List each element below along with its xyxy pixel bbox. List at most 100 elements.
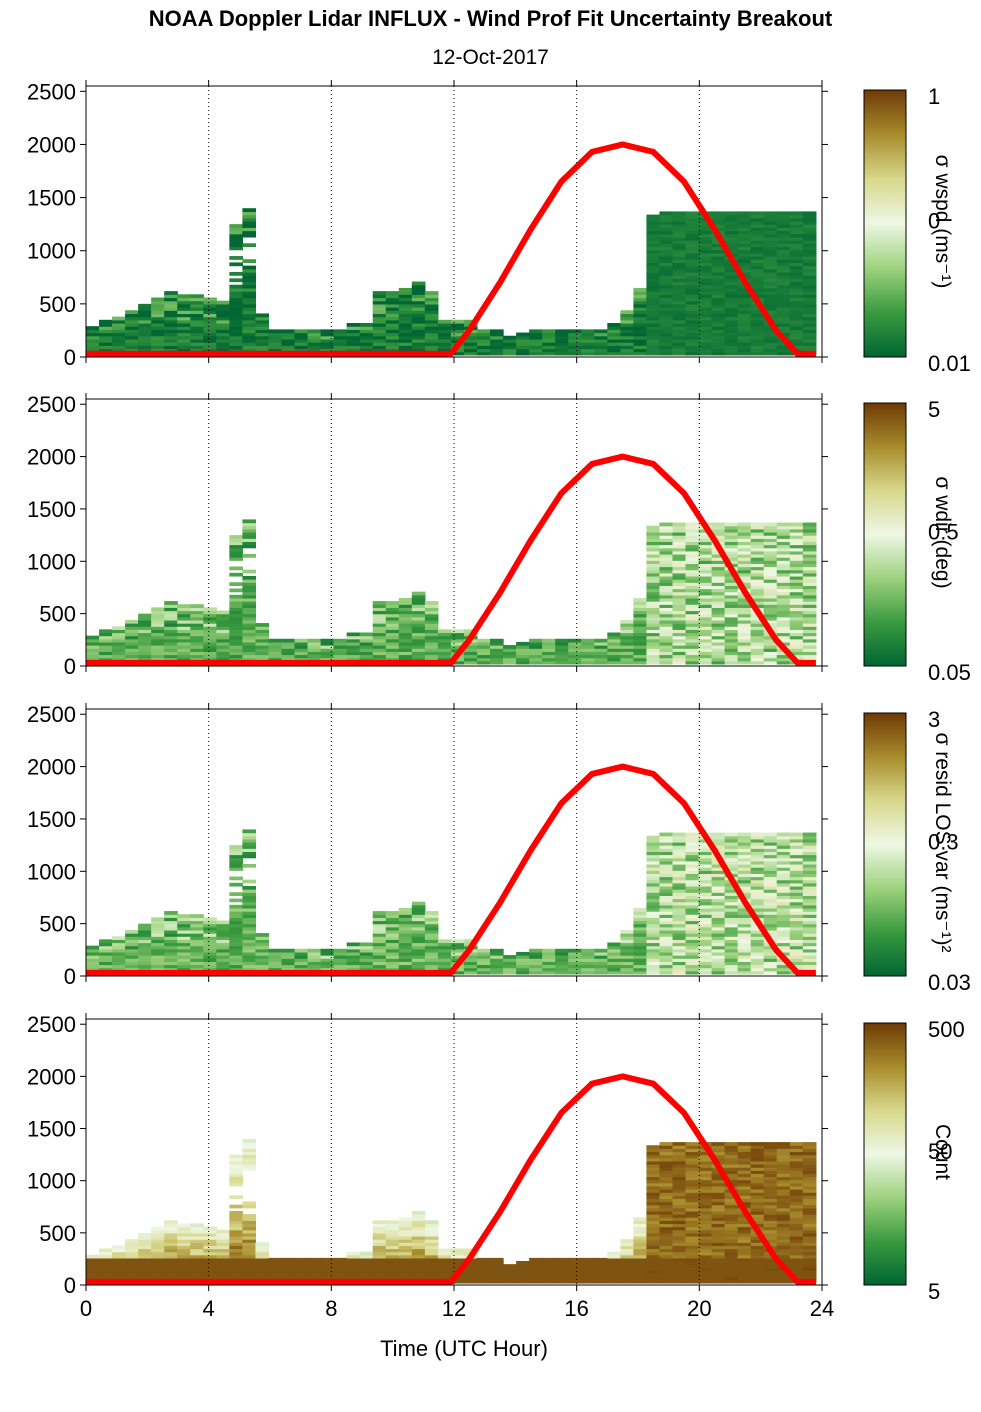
heatmap-cell (724, 914, 739, 918)
heatmap-cell (659, 233, 674, 238)
heatmap-cell (203, 641, 217, 646)
heatmap-cell (724, 1198, 739, 1203)
heatmap-cell (802, 945, 817, 950)
heatmap-cell (346, 961, 361, 966)
heatmap-cell (672, 1151, 687, 1156)
heatmap-cell (216, 641, 230, 646)
heatmap-cell (737, 841, 752, 846)
heatmap-cell (255, 338, 270, 343)
heatmap-cell (724, 1210, 739, 1215)
heatmap-cell (242, 214, 257, 219)
heatmap-cell (203, 926, 217, 931)
heatmap-cell (437, 638, 452, 643)
heatmap-cell (398, 1248, 413, 1253)
heatmap-cell (320, 1276, 335, 1281)
heatmap-cell (802, 1160, 817, 1165)
heatmap-cell (698, 654, 713, 659)
heatmap-cell (151, 638, 165, 643)
heatmap-cell (724, 278, 739, 283)
heatmap-cell (763, 832, 778, 837)
heatmap-cell (177, 307, 191, 311)
heatmap-cell (516, 342, 530, 346)
heatmap-cell (724, 560, 739, 564)
heatmap-cell (802, 525, 817, 530)
heatmap-cell (776, 243, 791, 248)
heatmap-cell (190, 322, 204, 327)
heatmap-cell (424, 326, 439, 330)
heatmap-cell (672, 1167, 687, 1171)
heatmap-cell (385, 313, 400, 318)
heatmap-cell (633, 1264, 648, 1268)
heatmap-cell (607, 1267, 621, 1271)
heatmap-cell (229, 1163, 243, 1168)
heatmap-cell (164, 322, 178, 327)
heatmap-cell (672, 860, 687, 865)
heatmap-cell (437, 651, 452, 656)
heatmap-cell (763, 945, 778, 950)
heatmap-cell (659, 657, 674, 662)
heatmap-cell (789, 572, 804, 577)
heatmap-cell (112, 322, 126, 327)
heatmap-cell (711, 958, 726, 962)
heatmap-cell (242, 920, 257, 925)
heatmap-cell (685, 230, 700, 235)
heatmap-cell (776, 535, 791, 539)
heatmap-cell (607, 338, 621, 343)
heatmap-cell (685, 1179, 700, 1184)
heatmap-cell (724, 281, 739, 286)
heatmap-cell (320, 958, 335, 962)
heatmap-cell (125, 1248, 139, 1253)
heatmap-cell (750, 835, 765, 840)
heatmap-cell (255, 335, 270, 340)
heatmap-cell (581, 1257, 595, 1262)
heatmap-cell (477, 329, 491, 334)
heatmap-cell (646, 326, 661, 330)
heatmap-cell (698, 307, 713, 311)
heatmap-cell (789, 271, 804, 276)
heatmap-cell (542, 1264, 556, 1268)
heatmap-cell (516, 348, 530, 353)
heatmap-cell (216, 1239, 230, 1243)
heatmap-cell (776, 348, 791, 353)
heatmap-cell (763, 1239, 778, 1243)
heatmap-cell (268, 964, 283, 969)
heatmap-cell (555, 1257, 569, 1262)
heatmap-cell (672, 313, 687, 318)
heatmap-cell (138, 1254, 152, 1259)
heatmap-cell (802, 1273, 817, 1278)
heatmap-cell (685, 307, 700, 311)
heatmap-cell (138, 948, 152, 953)
heatmap-cell (789, 1210, 804, 1215)
heatmap-cell (763, 654, 778, 659)
heatmap-cell (698, 313, 713, 318)
heatmap-cell (242, 307, 257, 311)
heatmap-cell (411, 1242, 426, 1246)
heatmap-cell (607, 1273, 621, 1278)
heatmap-cell (268, 329, 283, 334)
heatmap-cell (424, 955, 439, 959)
heatmap-cell (802, 307, 817, 311)
heatmap-cell (151, 326, 165, 330)
heatmap-cell (750, 885, 765, 890)
heatmap-cell (698, 252, 713, 257)
heatmap-cell (385, 917, 400, 922)
heatmap-cell (802, 607, 817, 612)
heatmap-cell (659, 629, 674, 634)
heatmap-cell (646, 579, 661, 583)
heatmap-cell (190, 319, 204, 324)
heatmap-cell (724, 319, 739, 324)
heatmap-cell (789, 613, 804, 618)
heatmap-cell (229, 332, 243, 337)
heatmap-cell (138, 939, 152, 944)
heatmap-cell (724, 1142, 739, 1146)
heatmap-cell (190, 297, 204, 302)
heatmap-cell (151, 303, 165, 308)
heatmap-cell (216, 948, 230, 953)
heatmap-cell (177, 616, 191, 621)
heatmap-cell (750, 854, 765, 859)
heatmap-cell (437, 939, 452, 944)
heatmap-cell (229, 233, 243, 238)
heatmap-cell (398, 1223, 413, 1228)
colorbar: 50.50.05σ wdir (deg) (863, 397, 971, 685)
heatmap-cell (437, 648, 452, 652)
